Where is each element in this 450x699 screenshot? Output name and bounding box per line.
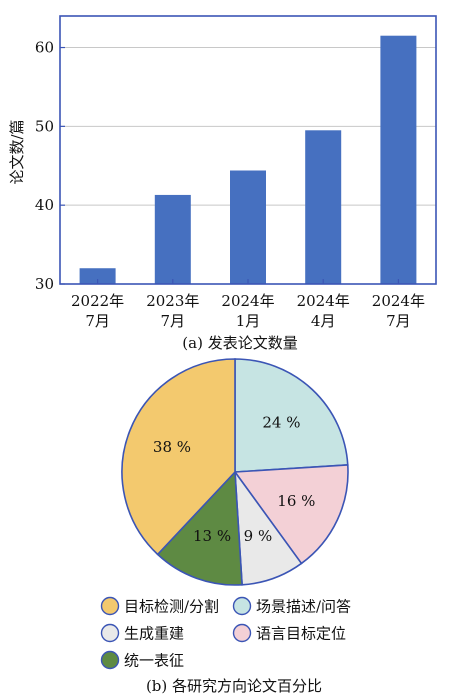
x-tick-label: 2024年	[372, 292, 425, 310]
bar	[79, 268, 116, 284]
legend-swatch	[232, 596, 252, 616]
x-tick-labels: 2022年 7月 2023年 7月 2024年 1月 2024年 4月 2024年 7月	[71, 279, 425, 330]
legend-label: 场景描述/问答	[256, 598, 351, 616]
pie-slice-label: 16 %	[277, 492, 315, 510]
legend-swatch	[100, 650, 120, 670]
x-tick-label: 2024年	[297, 292, 350, 310]
y-tick-labels: 30 40 50 60	[35, 39, 65, 293]
legend-swatch	[232, 623, 252, 643]
x-tick-label: 2024年	[221, 292, 274, 310]
y-tick-label: 50	[35, 117, 54, 135]
x-tick-label: 1月	[236, 312, 261, 330]
x-tick-label: 7月	[386, 312, 411, 330]
pie-slice	[156, 470, 243, 586]
bar	[154, 194, 191, 284]
legend-label: 目标检测/分割	[124, 598, 219, 616]
bar-chart-caption: (a) 发表论文数量	[182, 334, 297, 352]
x-tick-label: 2022年	[71, 292, 124, 310]
legend-swatch	[100, 596, 120, 616]
pie-slice-labels: 24 % 16 %9 % 13 % 38 %	[153, 414, 315, 545]
x-tick-label: 7月	[161, 312, 186, 330]
pie-slice-label: 13 %	[193, 527, 231, 545]
bar	[305, 130, 342, 284]
y-axis-label: 论文数/篇	[8, 119, 26, 184]
x-tick-label: 4月	[311, 312, 336, 330]
pie-chart-caption: (b) 各研究方向论文百分比	[146, 677, 322, 695]
legend-swatch	[100, 623, 120, 643]
bar	[230, 170, 266, 284]
bar	[380, 35, 417, 284]
pie-slice-label: 9 %	[244, 527, 273, 545]
legend-label: 语言目标定位	[256, 625, 346, 643]
legend-label: 生成重建	[124, 625, 184, 643]
y-tick-label: 30	[35, 275, 54, 293]
pie-slice	[121, 358, 236, 556]
legend-label: 统一表征	[124, 652, 184, 670]
pie-slice-label: 24 %	[262, 414, 300, 432]
bars	[79, 35, 417, 284]
x-tick-label: 2023年	[146, 292, 199, 310]
pie-slice-label: 38 %	[153, 438, 191, 456]
pie-slice	[233, 464, 349, 565]
pie-slices	[121, 358, 349, 586]
x-tick-label: 7月	[85, 312, 110, 330]
pie-slice	[234, 358, 349, 473]
y-tick-label: 60	[35, 39, 54, 57]
y-tick-label: 40	[35, 196, 54, 214]
